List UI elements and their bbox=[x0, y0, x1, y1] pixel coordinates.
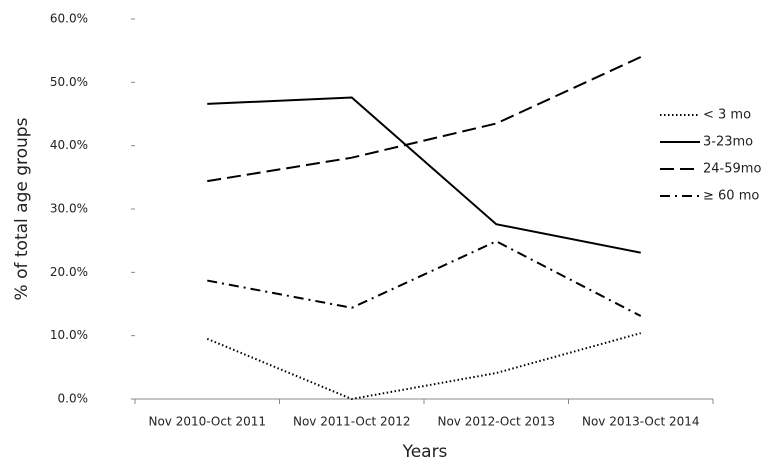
series-line bbox=[207, 56, 642, 183]
x-tick-label: Nov 2013-Oct 2014 bbox=[582, 415, 700, 429]
series-line bbox=[207, 96, 641, 254]
series-line bbox=[207, 240, 642, 317]
y-axis-title: % of total age groups bbox=[12, 117, 32, 300]
y-tick-label: 0.0% bbox=[58, 392, 89, 406]
y-tick-label: 60.0% bbox=[50, 12, 88, 26]
series-line bbox=[206, 332, 642, 401]
y-tick-label: 50.0% bbox=[50, 75, 88, 89]
y-tick-label: 20.0% bbox=[50, 265, 88, 279]
x-axis-title: Years bbox=[402, 442, 448, 462]
legend-label: < 3 mo bbox=[703, 108, 751, 123]
legend-label: 24-59mo bbox=[703, 162, 761, 177]
x-tick-label: Nov 2011-Oct 2012 bbox=[293, 415, 411, 429]
y-tick-label: 30.0% bbox=[50, 202, 88, 216]
legend-label: ≥ 60 mo bbox=[703, 189, 759, 204]
y-tick-label: 10.0% bbox=[50, 328, 88, 342]
x-tick-label: Nov 2012-Oct 2013 bbox=[437, 415, 555, 429]
y-tick-label: 40.0% bbox=[50, 138, 88, 152]
x-tick-label: Nov 2010-Oct 2011 bbox=[148, 415, 266, 429]
legend-label: 3-23mo bbox=[703, 135, 753, 150]
